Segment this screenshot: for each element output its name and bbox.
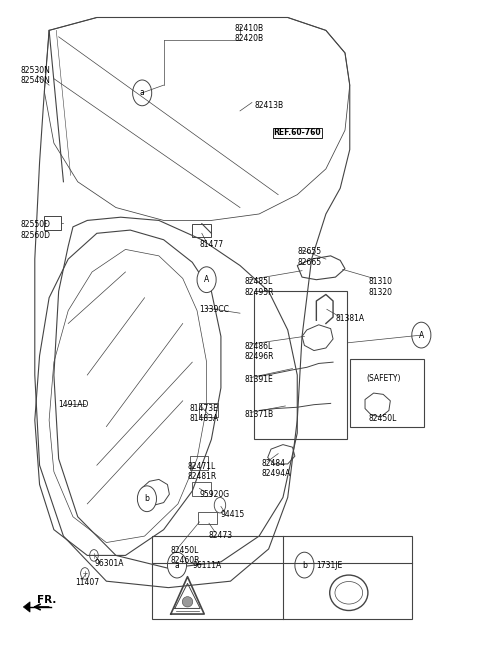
- Text: 96301A: 96301A: [95, 558, 124, 567]
- Text: 82484
82494A: 82484 82494A: [262, 459, 291, 478]
- Circle shape: [132, 80, 152, 105]
- Text: 81477: 81477: [199, 240, 224, 248]
- Text: (SAFETY): (SAFETY): [366, 374, 400, 383]
- Text: REF.60-760: REF.60-760: [274, 128, 321, 137]
- Circle shape: [137, 486, 156, 512]
- Text: 82485L
82495R: 82485L 82495R: [245, 277, 274, 296]
- Bar: [254, 291, 348, 439]
- Text: FR.: FR.: [37, 595, 57, 606]
- Text: 1339CC: 1339CC: [199, 305, 229, 314]
- Text: 82450L
82460R: 82450L 82460R: [171, 546, 200, 565]
- Text: 81391E: 81391E: [245, 375, 274, 384]
- Text: 82450L: 82450L: [369, 413, 397, 422]
- Circle shape: [295, 552, 314, 578]
- Polygon shape: [24, 602, 30, 612]
- Text: 82530N
82540N: 82530N 82540N: [21, 66, 50, 85]
- Circle shape: [412, 322, 431, 348]
- Circle shape: [197, 267, 216, 292]
- Text: 82473: 82473: [209, 531, 233, 540]
- Text: 81381A: 81381A: [336, 314, 365, 323]
- Text: 96111A: 96111A: [192, 560, 222, 569]
- Text: 11407: 11407: [75, 578, 99, 587]
- Bar: [44, 216, 61, 230]
- Text: A: A: [419, 331, 424, 340]
- Bar: [350, 359, 424, 426]
- Text: A: A: [204, 275, 209, 284]
- Text: 95920G: 95920G: [199, 490, 229, 499]
- Text: b: b: [302, 560, 307, 569]
- Text: 81310
81320: 81310 81320: [369, 277, 393, 296]
- Text: 94415: 94415: [221, 510, 245, 520]
- Bar: [190, 456, 208, 470]
- Text: a: a: [140, 89, 144, 97]
- Text: a: a: [175, 560, 180, 569]
- Bar: [199, 402, 217, 417]
- Text: 82655
82665: 82655 82665: [297, 248, 322, 267]
- Text: 1491AD: 1491AD: [59, 399, 89, 408]
- Text: 81473E
81483A: 81473E 81483A: [190, 404, 219, 423]
- Text: 1731JE: 1731JE: [316, 560, 343, 569]
- Bar: [192, 482, 211, 496]
- Bar: [198, 512, 217, 525]
- Text: 81371B: 81371B: [245, 410, 274, 419]
- Circle shape: [168, 552, 187, 578]
- Text: 82410B
82420B: 82410B 82420B: [235, 24, 264, 43]
- Text: 82486L
82496R: 82486L 82496R: [245, 342, 274, 361]
- Bar: [152, 536, 412, 619]
- Ellipse shape: [182, 597, 193, 607]
- Text: 82471L
82481R: 82471L 82481R: [188, 462, 217, 481]
- Bar: [192, 224, 211, 237]
- Text: 82550D
82560D: 82550D 82560D: [21, 221, 50, 240]
- Text: 82413B: 82413B: [254, 101, 284, 110]
- Text: b: b: [144, 494, 149, 503]
- Text: REF.60-760: REF.60-760: [274, 128, 321, 137]
